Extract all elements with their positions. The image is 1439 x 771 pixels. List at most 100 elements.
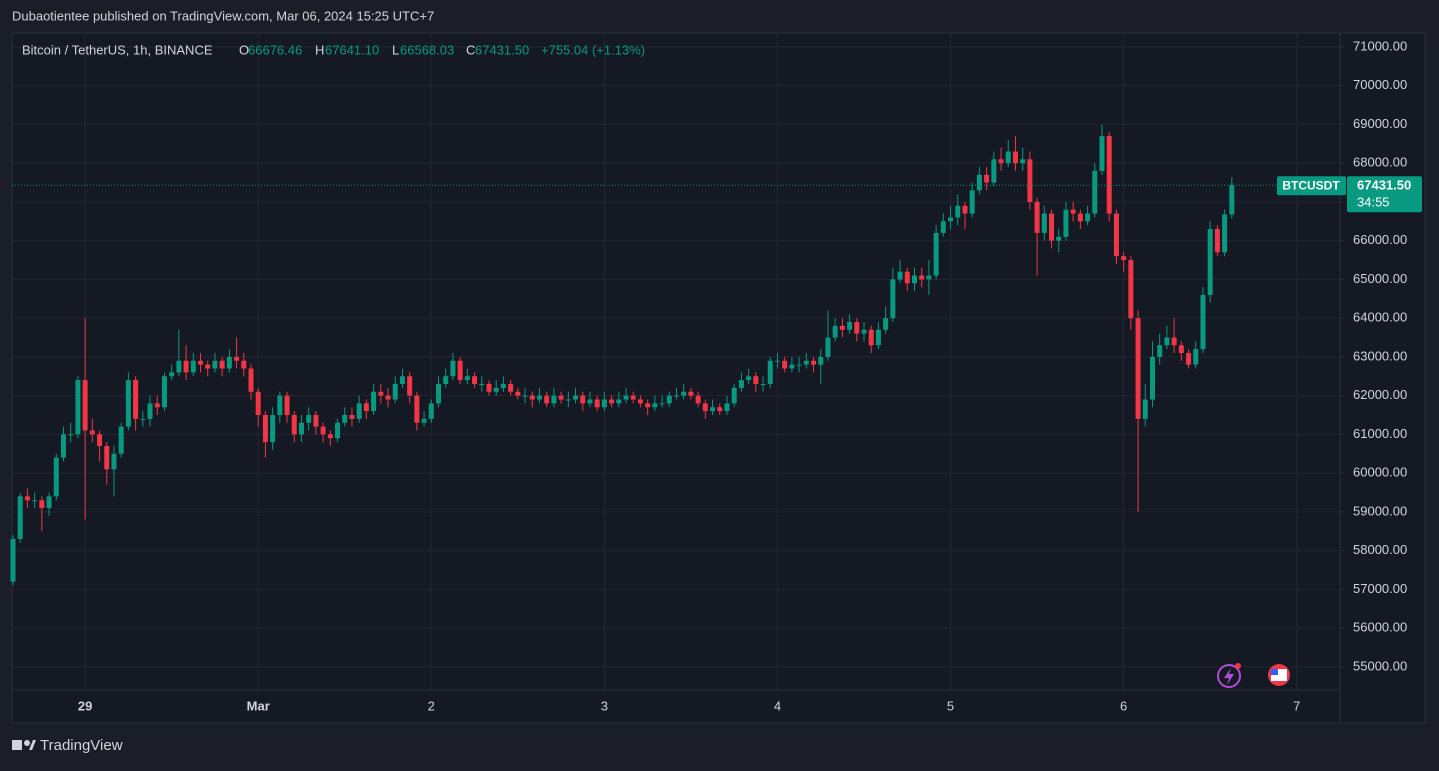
candle-body <box>1121 256 1127 261</box>
candle-body <box>32 500 38 502</box>
symbol-label: BTCUSDT <box>1282 178 1340 192</box>
candle-body <box>486 384 492 392</box>
price-label: 67431.50 <box>1357 178 1411 193</box>
candle-body <box>147 403 153 419</box>
candle-body <box>255 391 261 415</box>
icons <box>1217 663 1290 688</box>
candle-body <box>226 356 232 369</box>
candle-body <box>630 395 636 400</box>
candle-body <box>313 414 319 427</box>
y-tick-label: 69000.00 <box>1353 116 1407 131</box>
x-tick-label: 4 <box>774 698 781 713</box>
candle-body <box>1214 229 1220 253</box>
candle-body <box>594 399 600 408</box>
candle-body <box>1012 151 1018 164</box>
candle-body <box>82 380 88 431</box>
candle-body <box>140 418 146 420</box>
candle-body <box>955 205 961 218</box>
candle-body <box>356 403 362 419</box>
y-tick-label: 65000.00 <box>1353 271 1407 286</box>
candle-body <box>327 434 333 439</box>
symbol-tag <box>1277 176 1346 196</box>
x-tick-label: 5 <box>947 698 954 713</box>
candle-body <box>97 434 103 446</box>
y-tick-label: 66000.00 <box>1353 232 1407 247</box>
candle-body <box>500 384 506 388</box>
candle-body <box>1034 201 1040 233</box>
candle-body <box>176 360 182 373</box>
candle-body <box>104 445 110 470</box>
candle-body <box>161 376 167 408</box>
candle-body <box>515 391 521 396</box>
candle-body <box>205 364 211 369</box>
candle-body <box>883 318 889 330</box>
candle-body <box>695 395 701 404</box>
candle-body <box>1005 151 1011 164</box>
l-value: 66568.03 <box>400 42 454 57</box>
candle-body <box>457 360 463 381</box>
candle-body <box>1207 229 1213 295</box>
candle-body <box>53 457 59 497</box>
candle-body <box>558 395 564 400</box>
candle-body <box>536 395 542 400</box>
candle-body <box>1041 213 1047 233</box>
candle-body <box>565 399 571 401</box>
candle-body <box>587 399 593 404</box>
c-label: C <box>466 42 475 57</box>
y-tick-label: 62000.00 <box>1353 387 1407 402</box>
y-tick-label: 57000.00 <box>1353 581 1407 596</box>
o-label: O <box>239 42 249 57</box>
candle-body <box>190 360 196 373</box>
candle-body <box>839 325 845 330</box>
candle-body <box>897 271 903 280</box>
candle-body <box>320 426 326 435</box>
chart-title: Bitcoin / TetherUS, 1h, BINANCE <box>22 42 213 57</box>
candle-body <box>10 538 16 582</box>
candle-body <box>342 414 348 423</box>
candle-body <box>940 221 946 233</box>
y-tick-label: 59000.00 <box>1353 503 1407 518</box>
candle-body <box>1049 213 1055 241</box>
change: +755.04 (+1.13%) <box>541 42 645 57</box>
candle-body <box>1178 345 1184 354</box>
candle-body <box>270 414 276 443</box>
candle-body <box>717 407 723 412</box>
candle-body <box>428 403 434 419</box>
candle-body <box>875 329 881 346</box>
candle-body <box>811 360 817 365</box>
candle-body <box>493 387 499 392</box>
candle-body <box>1056 236 1062 241</box>
chart-frame <box>11 32 1426 724</box>
candle-body <box>241 360 247 369</box>
candle-body <box>601 399 607 408</box>
candle-body <box>1171 337 1177 346</box>
candle-body <box>39 500 45 508</box>
candle-body <box>1157 345 1163 357</box>
candle-body <box>731 387 737 404</box>
candle-body <box>443 376 449 385</box>
y-tick-label: 55000.00 <box>1353 658 1407 673</box>
h-label: H <box>315 42 324 57</box>
l-label: L <box>392 42 399 57</box>
candle-body <box>284 395 290 415</box>
candle-body <box>904 271 910 284</box>
candle-body <box>234 356 240 361</box>
candle-body <box>125 380 131 427</box>
candle-body <box>248 368 254 392</box>
candle-body <box>508 384 514 392</box>
candle-body <box>825 337 831 357</box>
candle-body <box>1020 159 1026 164</box>
candle-body <box>46 496 52 508</box>
candle-body <box>1092 170 1098 214</box>
candle-body <box>378 391 384 396</box>
x-tick-label: 29 <box>78 698 92 713</box>
candle-body <box>976 174 982 191</box>
y-tick-label: 64000.00 <box>1353 310 1407 325</box>
candle-body <box>1222 214 1228 253</box>
candle-body <box>890 279 896 319</box>
candle-body <box>854 322 860 334</box>
candle-body <box>118 426 124 454</box>
candle-body <box>479 384 485 386</box>
